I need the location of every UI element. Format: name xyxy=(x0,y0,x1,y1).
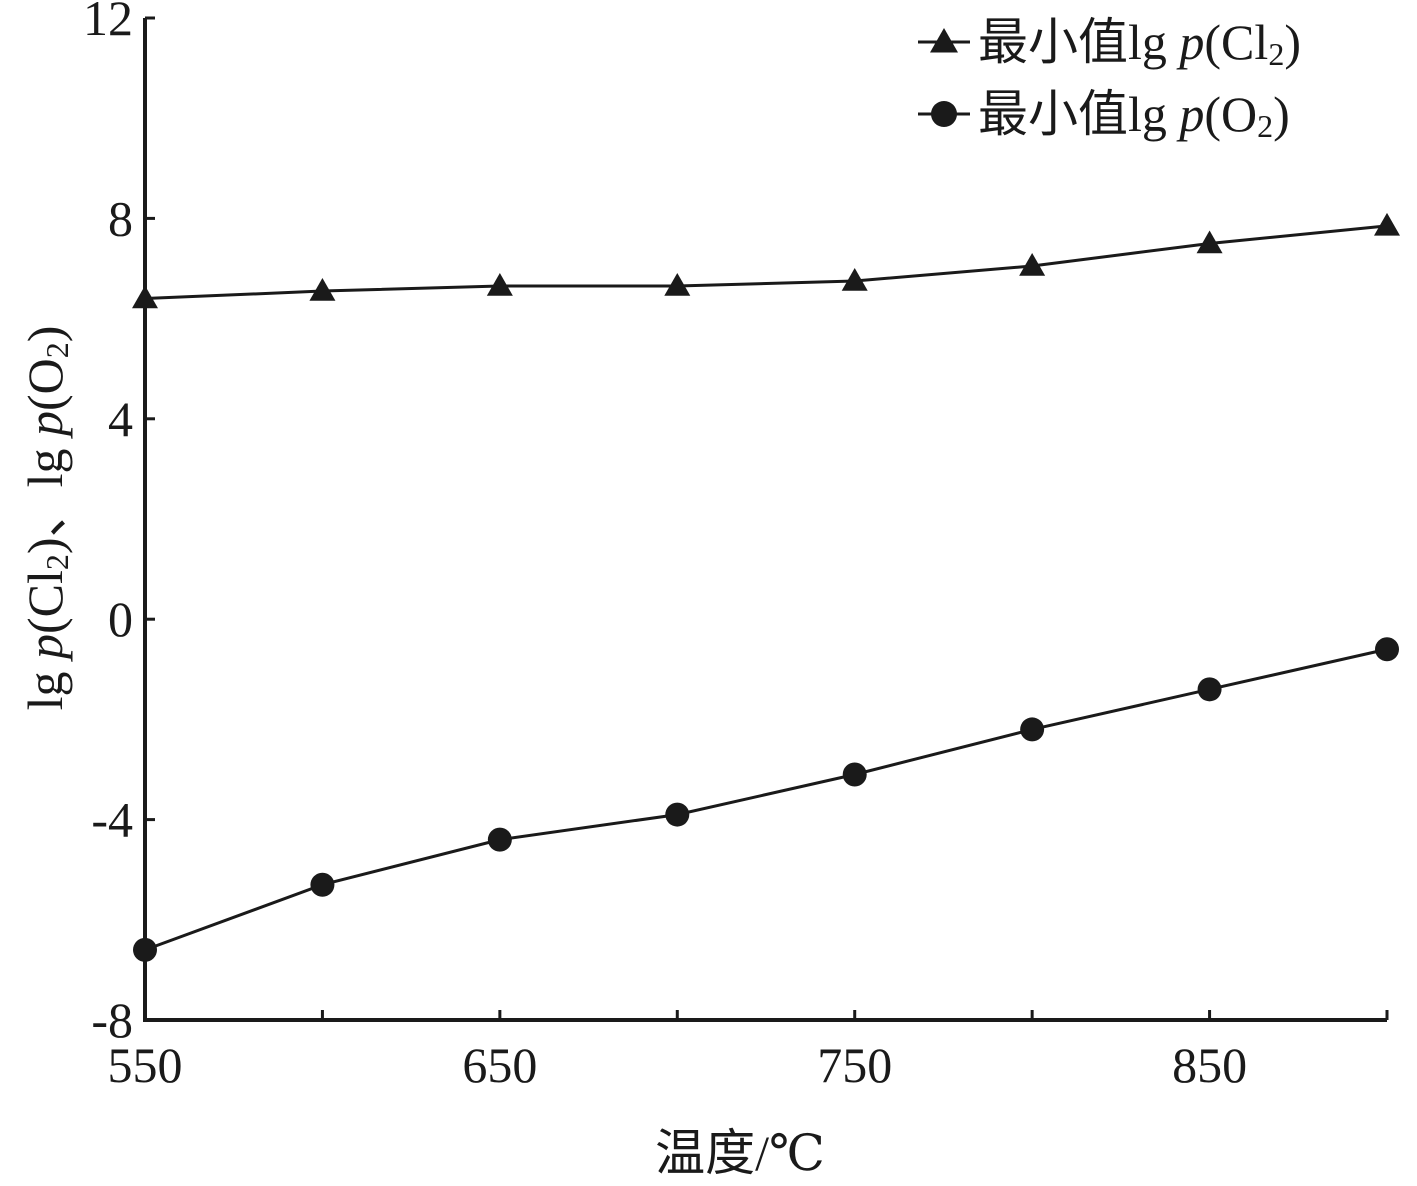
legend-label-part: 2 xyxy=(1257,108,1273,144)
legend-label-part: p xyxy=(1176,86,1204,142)
legend-label: 最小值lg p(Cl2) xyxy=(978,14,1301,72)
data-point-circle xyxy=(665,802,690,827)
x-tick-label: 750 xyxy=(817,1037,892,1093)
data-point-triangle xyxy=(132,285,158,309)
y-axis-title-part: 2 xyxy=(39,554,75,570)
y-axis-title-part: (O xyxy=(17,358,73,411)
legend-label-part: 最小值lg xyxy=(978,14,1179,70)
y-tick-label: -4 xyxy=(91,792,133,848)
legend-label-part: 最小值lg xyxy=(978,86,1179,142)
y-axis-title: lg p(Cl2)、lg p(O2) xyxy=(17,326,75,711)
y-axis-title-part: p xyxy=(17,411,73,439)
legend-marker-triangle xyxy=(930,28,958,53)
data-point-triangle xyxy=(486,273,513,296)
y-tick-label: 8 xyxy=(108,190,133,246)
data-point-circle xyxy=(842,762,867,787)
data-point-triangle xyxy=(1374,212,1400,236)
data-point-circle xyxy=(310,872,335,897)
y-axis-title-part: p xyxy=(17,634,73,662)
legend-label: 最小值lg p(O2) xyxy=(978,86,1290,144)
y-tick-label: 0 xyxy=(108,591,133,647)
y-axis-title-part: )、lg xyxy=(17,436,73,554)
data-point-circle xyxy=(1020,717,1045,742)
data-point-circle xyxy=(1375,637,1399,662)
legend-label-part: 2 xyxy=(1268,36,1284,72)
legend-marker-circle xyxy=(931,101,957,127)
y-tick-label: 12 xyxy=(83,0,133,46)
legend-label-part: ) xyxy=(1284,14,1301,70)
legend-label-part: p xyxy=(1176,14,1204,70)
legend-label-part: (Cl xyxy=(1204,14,1268,70)
y-axis-title-part: (Cl xyxy=(17,570,73,634)
y-axis-title-part: lg xyxy=(17,659,73,710)
legend-label-part: ) xyxy=(1273,86,1290,142)
x-axis-title: 温度/℃ xyxy=(655,1125,825,1181)
axis-titles: 温度/℃lg p(Cl2)、lg p(O2) xyxy=(17,326,825,1181)
data-point-circle xyxy=(133,937,157,962)
data-point-triangle xyxy=(841,268,868,291)
series-line-circle xyxy=(144,647,1388,952)
legend: 最小值lg p(Cl2)最小值lg p(O2) xyxy=(918,14,1301,144)
axes: -8 -4 0 4 8 12 550 650 750 850 xyxy=(83,0,1389,1093)
y-axis-title-part: 2 xyxy=(39,342,75,358)
legend-label-part: (O xyxy=(1204,86,1257,142)
series-line-triangle xyxy=(144,224,1388,301)
data-point-triangle xyxy=(664,273,691,296)
y-tick-label: 4 xyxy=(108,391,133,447)
x-tick-label: 850 xyxy=(1172,1037,1247,1093)
x-tick-label: 650 xyxy=(462,1037,537,1093)
data-point-triangle xyxy=(1196,230,1223,254)
x-tick-label: 550 xyxy=(108,1037,183,1093)
plot-area xyxy=(132,212,1400,962)
data-point-triangle xyxy=(1019,252,1046,276)
data-point-circle xyxy=(487,827,512,852)
data-point-circle xyxy=(1197,677,1222,702)
data-point-triangle xyxy=(309,278,336,301)
y-tick-label: -8 xyxy=(91,992,133,1048)
y-axis-title-part: ) xyxy=(17,326,73,343)
